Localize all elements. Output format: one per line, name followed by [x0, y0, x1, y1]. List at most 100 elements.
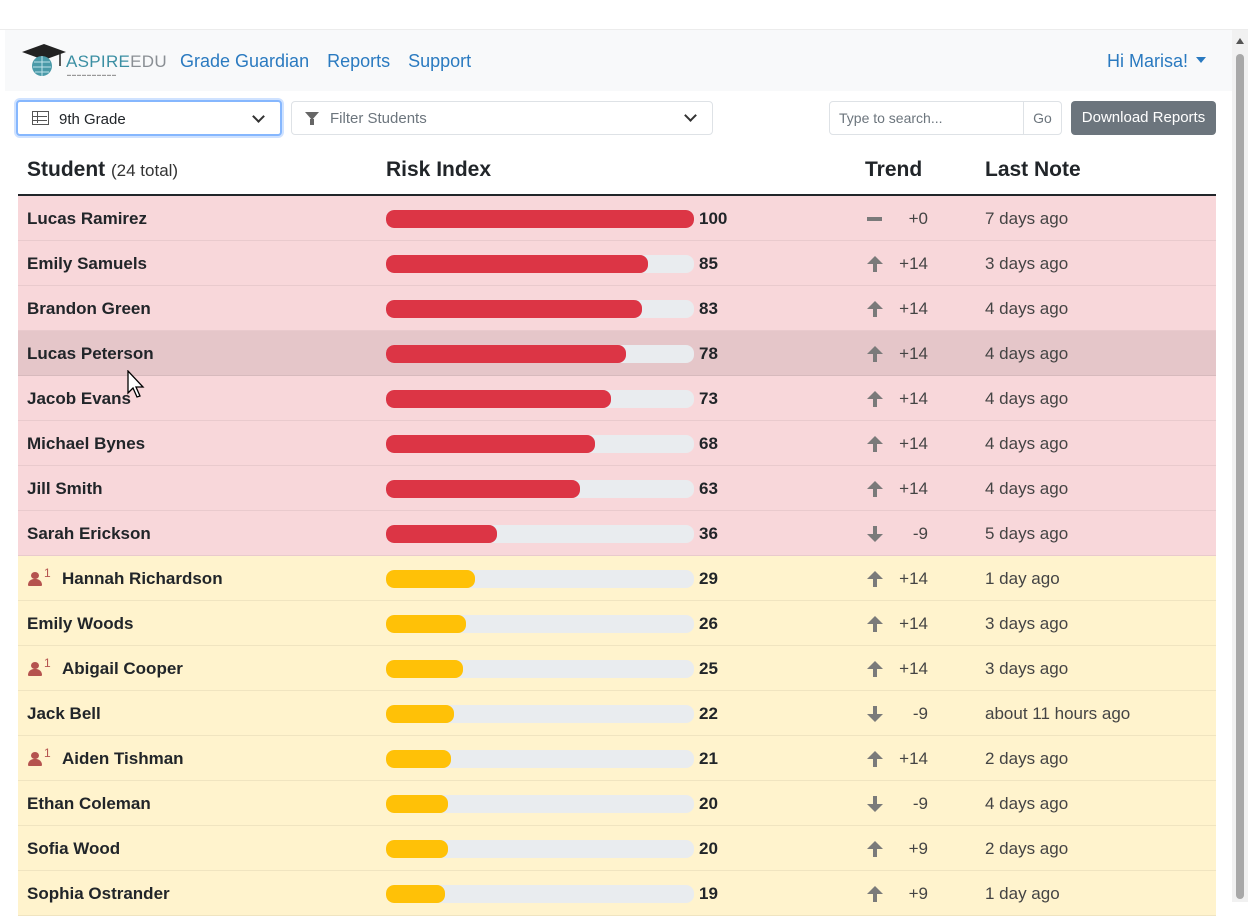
risk-bar-fill [386, 750, 451, 768]
filter-students-select[interactable]: Filter Students [291, 101, 713, 135]
trend-value: -9 [912, 704, 928, 723]
student-name[interactable]: Emily Samuels [27, 254, 148, 273]
table-row[interactable]: Sarah Erickson 36 -9 5 days ago [18, 511, 1216, 556]
grade-select-value: 9th Grade [59, 111, 126, 128]
last-note[interactable]: 4 days ago [985, 389, 1069, 408]
scroll-up-icon[interactable] [1236, 38, 1244, 44]
student-name[interactable]: Sarah Erickson [27, 524, 151, 543]
search-input[interactable] [829, 101, 1024, 135]
table-header: Student (24 total) Risk Index Trend Last… [18, 150, 1216, 196]
risk-bar-fill [386, 705, 454, 723]
scrollbar-thumb[interactable] [1236, 54, 1244, 899]
person-alert-icon[interactable]: 1 [28, 746, 51, 766]
student-count: (24 total) [111, 161, 179, 180]
last-note[interactable]: 7 days ago [985, 209, 1069, 228]
download-reports-button[interactable]: Download Reports [1071, 101, 1216, 135]
risk-score: 73 [699, 389, 718, 408]
risk-score: 21 [699, 749, 718, 768]
last-note[interactable]: about 11 hours ago [985, 704, 1131, 723]
brand-logo[interactable]: ASPIREEDU ▬▬▬▬▬▬▬▬▬▬ [20, 42, 167, 78]
mouse-cursor-icon [127, 370, 145, 398]
table-row[interactable]: Ethan Coleman 20 -9 4 days ago [18, 781, 1216, 826]
header-trend[interactable]: Trend [865, 158, 923, 181]
person-alert-icon[interactable]: 1 [28, 656, 51, 676]
student-name[interactable]: Abigail Cooper [62, 659, 183, 678]
last-note[interactable]: 4 days ago [985, 434, 1069, 453]
student-name[interactable]: Hannah Richardson [62, 569, 223, 588]
last-note[interactable]: 4 days ago [985, 299, 1069, 318]
risk-bar-fill [386, 255, 648, 273]
table-row[interactable]: Jack Bell 22 -9 about 11 hours ago [18, 691, 1216, 736]
last-note[interactable]: 3 days ago [985, 614, 1069, 633]
user-menu[interactable]: Hi Marisa! [1107, 51, 1206, 72]
student-name[interactable]: Lucas Ramirez [27, 209, 147, 228]
nav-link-support[interactable]: Support [408, 51, 472, 71]
last-note[interactable]: 2 days ago [985, 839, 1069, 858]
last-note[interactable]: 4 days ago [985, 344, 1069, 363]
browser-top-gap [0, 0, 1248, 30]
table-row[interactable]: Emily Samuels 85 +14 3 days ago [18, 241, 1216, 286]
table-row[interactable]: Lucas Peterson 78 +14 4 days ago [18, 331, 1216, 376]
table-row[interactable]: 1 Hannah Richardson 29 +14 1 day ago [18, 556, 1216, 601]
last-note[interactable]: 2 days ago [985, 749, 1069, 768]
header-last-note[interactable]: Last Note [985, 158, 1081, 181]
table-row[interactable]: 1 Aiden Tishman 21 +14 2 days ago [18, 736, 1216, 781]
risk-bar [386, 885, 694, 903]
arrow-up-icon [867, 571, 883, 587]
last-note[interactable]: 3 days ago [985, 659, 1069, 678]
arrow-up-icon [867, 616, 883, 632]
table-row[interactable]: Emily Woods 26 +14 3 days ago [18, 601, 1216, 646]
table-row[interactable]: 1 Abigail Cooper 25 +14 3 days ago [18, 646, 1216, 691]
last-note[interactable]: 1 day ago [985, 884, 1060, 903]
last-note[interactable]: 4 days ago [985, 794, 1069, 813]
last-note[interactable]: 4 days ago [985, 479, 1069, 498]
trend-value: +14 [899, 614, 928, 633]
arrow-up-icon [867, 301, 883, 317]
student-name[interactable]: Jack Bell [27, 704, 101, 723]
nav-links: Grade Guardian Reports Support [180, 51, 471, 72]
trend-value: +14 [899, 389, 928, 408]
last-note[interactable]: 5 days ago [985, 524, 1069, 543]
student-name[interactable]: Lucas Peterson [27, 344, 154, 363]
student-name[interactable]: Jill Smith [27, 479, 103, 498]
alert-count: 1 [44, 746, 51, 760]
table-row[interactable]: Lucas Ramirez 100 +0 7 days ago [18, 196, 1216, 241]
risk-score: 20 [699, 839, 718, 858]
student-name[interactable]: Jacob Evans [27, 389, 131, 408]
scrollbar[interactable] [1232, 30, 1248, 902]
table-row[interactable]: Jacob Evans 73 +14 4 days ago [18, 376, 1216, 421]
search-group: Go [829, 101, 1062, 135]
arrow-up-icon [867, 256, 883, 272]
student-name[interactable]: Emily Woods [27, 614, 134, 633]
table-row[interactable]: Brandon Green 83 +14 4 days ago [18, 286, 1216, 331]
person-alert-icon[interactable]: 1 [28, 566, 51, 586]
student-name[interactable]: Sofia Wood [27, 839, 121, 858]
last-note[interactable]: 1 day ago [985, 569, 1060, 588]
nav-link-grade-guardian[interactable]: Grade Guardian [180, 51, 310, 71]
table-row[interactable]: Sofia Wood 20 +9 2 days ago [18, 826, 1216, 871]
last-note[interactable]: 3 days ago [985, 254, 1069, 273]
student-name[interactable]: Ethan Coleman [27, 794, 151, 813]
risk-bar [386, 705, 694, 723]
risk-bar [386, 255, 694, 273]
arrow-down-icon [867, 526, 883, 542]
trend-value: +14 [899, 569, 928, 588]
risk-bar [386, 525, 694, 543]
risk-bar-fill [386, 300, 642, 318]
table-row[interactable]: Sophia Ostrander 19 +9 1 day ago [18, 871, 1216, 916]
table-row[interactable]: Michael Bynes 68 +14 4 days ago [18, 421, 1216, 466]
table-row[interactable]: Jill Smith 63 +14 4 days ago [18, 466, 1216, 511]
header-student[interactable]: Student (24 total) [27, 158, 179, 181]
arrow-up-icon [867, 886, 883, 902]
navbar: ASPIREEDU ▬▬▬▬▬▬▬▬▬▬ Grade Guardian Repo… [5, 30, 1232, 91]
student-name[interactable]: Aiden Tishman [62, 749, 184, 768]
grade-select[interactable]: 9th Grade [16, 100, 282, 136]
header-risk-index[interactable]: Risk Index [386, 158, 492, 181]
student-name[interactable]: Michael Bynes [27, 434, 146, 453]
nav-link-reports[interactable]: Reports [327, 51, 391, 71]
go-button[interactable]: Go [1023, 101, 1062, 135]
risk-bar-fill [386, 885, 445, 903]
trend-value: +14 [899, 434, 928, 453]
student-name[interactable]: Brandon Green [27, 299, 151, 318]
student-name[interactable]: Sophia Ostrander [27, 884, 170, 903]
